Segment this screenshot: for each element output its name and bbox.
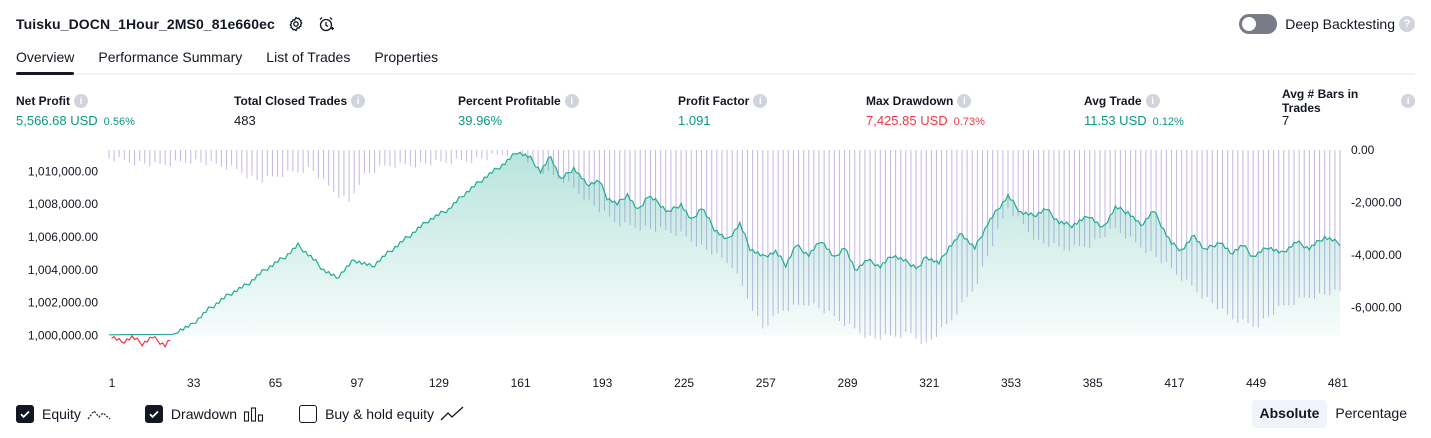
metric-avg-bars-in-trades: Avg # Bars in Trades i 7: [1282, 87, 1415, 128]
info-icon[interactable]: i: [1145, 94, 1160, 108]
x-axis-tick: 33: [187, 376, 201, 390]
x-axis-tick: 129: [429, 376, 449, 390]
tab-performance-summary[interactable]: Performance Summary: [98, 49, 243, 65]
left-axis-tick: 1,006,000.00: [28, 230, 98, 244]
chart-axes: 1,010,000.00 1,008,000.00 1,006,000.00 1,00…: [28, 143, 1402, 390]
metric-value: 39.96%: [458, 113, 503, 128]
legend-buy-hold-label: Buy & hold equity: [325, 406, 435, 422]
x-axis-tick: 225: [674, 376, 694, 390]
metric-avg-trade: Avg Trade i 11.53 USD 0.12%: [1084, 93, 1184, 128]
metric-percent-profitable: Percent Profitable i 39.96%: [458, 93, 579, 128]
metric-value: 7: [1282, 113, 1290, 128]
drawdown-checkbox[interactable]: [144, 405, 163, 423]
metric-label: Avg # Bars in Trades: [1282, 87, 1359, 115]
equity-chart[interactable]: 1,010,000.00 1,008,000.00 1,006,000.00 1,00…: [0, 140, 1431, 395]
tab-list-of-trades[interactable]: List of Trades: [266, 49, 351, 65]
report-tabs: Overview Performance Summary List of Tra…: [16, 44, 1415, 75]
value-mode-switch: Absolute Percentage: [1251, 400, 1416, 428]
strategy-name: Tuisku_DOCN_1Hour_2MS0_81e660ec: [16, 16, 275, 32]
right-axis-tick: 0.00: [1351, 143, 1375, 157]
right-axis-tick: -2,000.00: [1351, 196, 1402, 210]
chart-legend: Equity Drawdown Buy & hold equity: [16, 403, 498, 425]
metric-label: Net Profit: [16, 94, 70, 108]
equity-chart-svg: 1,010,000.00 1,008,000.00 1,006,000.00 1,00…: [28, 143, 1402, 390]
metric-value: 483: [234, 113, 256, 128]
legend-drawdown[interactable]: Drawdown: [144, 405, 265, 423]
metric-label: Profit Factor: [678, 94, 750, 108]
info-icon[interactable]: i: [957, 94, 972, 108]
x-axis-tick: 161: [511, 376, 531, 390]
equity-line: [108, 151, 1341, 336]
metric-label: Max Drawdown: [866, 94, 954, 108]
x-axis-tick: 321: [919, 376, 939, 390]
help-icon[interactable]: ?: [1399, 16, 1415, 32]
tab-properties[interactable]: Properties: [374, 49, 439, 65]
x-axis-tick: 257: [756, 376, 776, 390]
metric-net-profit: Net Profit i 5,566.68 USD 0.56%: [16, 93, 135, 128]
x-axis-tick: 1: [109, 376, 116, 390]
metric-label: Percent Profitable: [458, 94, 561, 108]
buy-hold-line-icon: [440, 406, 464, 422]
metric-value: 11.53 USD: [1084, 113, 1147, 128]
x-axis-tick: 65: [269, 376, 283, 390]
info-icon[interactable]: i: [1401, 94, 1415, 108]
x-axis-tick: 193: [592, 376, 612, 390]
x-axis-tick: 417: [1164, 376, 1184, 390]
x-axis-tick: 481: [1328, 376, 1348, 390]
drawdown-bars-icon: [243, 406, 265, 422]
x-axis-tick: 385: [1083, 376, 1103, 390]
metric-max-drawdown: Max Drawdown i 7,425.85 USD 0.73%: [866, 93, 985, 128]
deep-backtesting-toggle[interactable]: [1239, 14, 1278, 34]
metric-value: 5,566.68 USD: [16, 113, 98, 128]
metric-value: 7,425.85 USD: [866, 113, 948, 128]
x-axis-tick: 97: [350, 376, 364, 390]
info-icon[interactable]: i: [74, 94, 88, 108]
right-axis-tick: -4,000.00: [1351, 248, 1402, 262]
metric-value: 1.091: [678, 113, 711, 128]
settings-icon[interactable]: [287, 15, 305, 33]
equity-series: [108, 151, 1341, 349]
legend-buy-hold[interactable]: Buy & hold equity: [299, 405, 464, 423]
absolute-button[interactable]: Absolute: [1251, 400, 1328, 428]
deep-backtesting-label: Deep Backtesting: [1285, 16, 1395, 32]
legend-drawdown-label: Drawdown: [170, 406, 238, 422]
deep-backtesting: Deep Backtesting ?: [1239, 12, 1415, 36]
metric-percent: 0.56%: [103, 116, 135, 128]
left-axis-tick: 1,002,000.00: [28, 296, 98, 310]
right-axis-tick: -6,000.00: [1351, 301, 1402, 315]
buy-hold-checkbox[interactable]: [299, 405, 318, 423]
equity-negative-line: [111, 334, 171, 349]
equity-area: [109, 152, 1340, 336]
x-axis-tick: 289: [838, 376, 858, 390]
x-axis-tick: 449: [1246, 376, 1266, 390]
metric-percent: 0.12%: [1152, 116, 1184, 128]
left-axis-tick: 1,004,000.00: [28, 263, 98, 277]
left-axis-tick: 1,010,000.00: [28, 164, 98, 178]
legend-equity[interactable]: Equity: [16, 405, 111, 423]
equity-line-icon: [87, 406, 111, 422]
metric-total-closed-trades: Total Closed Trades i 483: [234, 93, 366, 128]
legend-equity-label: Equity: [42, 406, 81, 422]
metric-label: Total Closed Trades: [234, 94, 348, 108]
strategy-header: Tuisku_DOCN_1Hour_2MS0_81e660ec Deep Bac…: [16, 12, 1415, 36]
add-alert-icon[interactable]: [317, 15, 335, 33]
info-icon[interactable]: i: [564, 94, 579, 108]
equity-checkbox[interactable]: [16, 405, 34, 423]
metric-label: Avg Trade: [1084, 94, 1142, 108]
x-axis-tick: 353: [1001, 376, 1021, 390]
percentage-button[interactable]: Percentage: [1335, 405, 1407, 421]
info-icon[interactable]: i: [351, 94, 366, 108]
info-icon[interactable]: i: [753, 94, 768, 108]
left-axis-tick: 1,008,000.00: [28, 197, 98, 211]
tab-overview[interactable]: Overview: [16, 44, 75, 75]
left-axis-tick: 1,000,000.00: [28, 329, 98, 343]
metric-profit-factor: Profit Factor i 1.091: [678, 93, 768, 128]
metric-percent: 0.73%: [953, 116, 985, 128]
metrics-row: Net Profit i 5,566.68 USD 0.56% Total Clos…: [16, 87, 1415, 129]
